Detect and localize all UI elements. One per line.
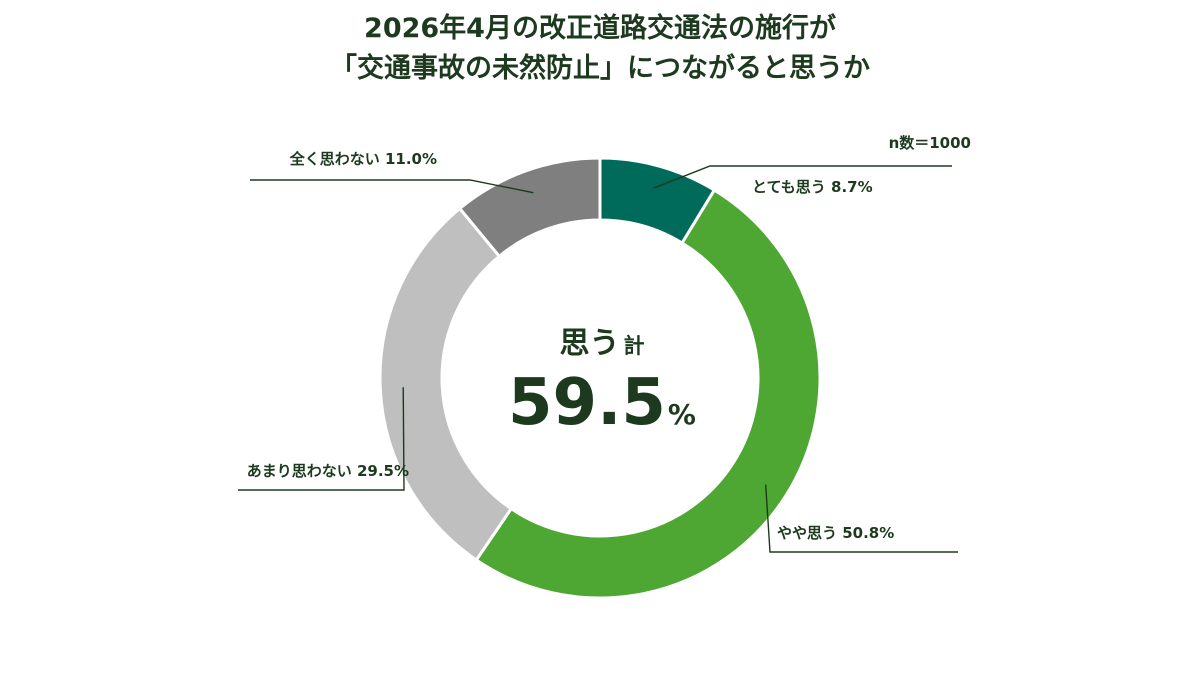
- slice-label-2: やや思う 50.8%: [777, 524, 894, 542]
- chart-title-line-2: 「交通事故の未然防止」につながると思うか: [330, 53, 870, 84]
- slice-label-1: とても思う 8.7%: [752, 178, 873, 196]
- leader-line-1: [652, 165, 952, 189]
- slice-label-3: あまり思わない 29.5%: [247, 462, 409, 480]
- donut-slices: [378, 156, 822, 600]
- leader-line-2: [764, 484, 958, 553]
- leader-line-3: [238, 387, 405, 491]
- slice-labels: とても思う 8.7% やや思う 50.8% あまり思わない 29.5% 全く思わない …: [247, 150, 895, 542]
- donut-slice-4: [457, 156, 602, 259]
- center-heading: 思う計: [560, 326, 645, 361]
- center-total: 59.5%: [508, 366, 696, 440]
- donut-slice-2: [474, 187, 822, 600]
- sample-size-note: n数＝1000: [889, 134, 971, 152]
- donut-slice-3: [378, 206, 514, 563]
- leader-line-4: [250, 179, 534, 194]
- slice-label-4: 全く思わない 11.0%: [289, 150, 437, 168]
- chart-title-line-1: 2026年4月の改正道路交通法の施行が: [364, 13, 836, 44]
- leader-lines: [238, 165, 958, 553]
